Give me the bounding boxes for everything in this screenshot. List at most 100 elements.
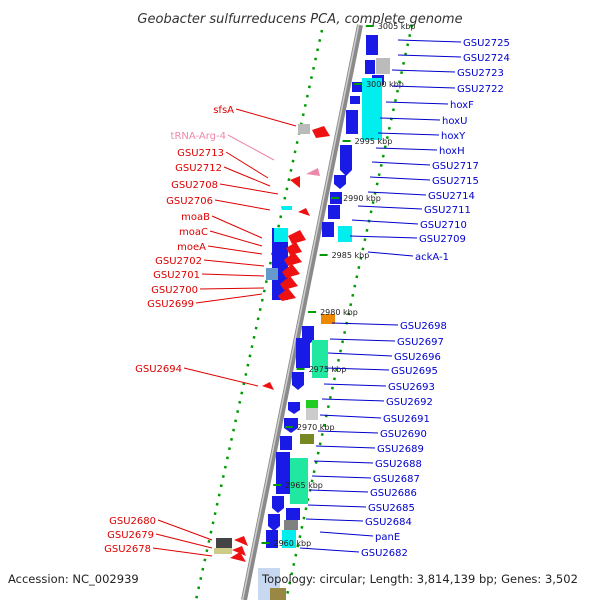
gene-feature	[280, 436, 292, 450]
gene-feature	[276, 452, 290, 494]
label-leader-line	[183, 367, 259, 387]
label-leader-line	[349, 235, 418, 239]
gene-arrow	[280, 276, 298, 290]
gene-label-gsu2684[interactable]: GSU2684	[365, 517, 412, 528]
gene-label-gsu2695[interactable]: GSU2695	[391, 366, 438, 377]
label-leader-line	[397, 54, 462, 58]
gene-label-trna-arg-4[interactable]: tRNA-Arg-4	[171, 131, 226, 142]
gene-feature	[270, 588, 286, 600]
gene-label-gsu2711[interactable]: GSU2711	[424, 205, 471, 216]
gene-label-sfsa[interactable]: sfsA	[213, 105, 234, 116]
gene-feature	[322, 222, 334, 237]
gene-feature	[306, 400, 318, 408]
gene-feature	[282, 206, 292, 210]
gene-arrow	[278, 288, 296, 301]
gene-arrow	[232, 546, 246, 556]
gene-label-gsu2692[interactable]: GSU2692	[386, 397, 433, 408]
gene-feature	[350, 96, 360, 104]
gene-label-gsu2722[interactable]: GSU2722	[457, 84, 504, 95]
backbone-highlight	[241, 24, 360, 600]
gene-label-gsu2724[interactable]: GSU2724	[463, 53, 510, 64]
label-leader-line	[319, 531, 374, 537]
gene-label-gsu2682[interactable]: GSU2682	[361, 548, 408, 559]
gene-feature	[328, 205, 340, 219]
label-leader-line	[309, 489, 369, 493]
gene-label-gsu2725[interactable]: GSU2725	[463, 38, 510, 49]
gene-label-gsu2714[interactable]: GSU2714	[428, 191, 475, 202]
gene-label-hoxu[interactable]: hoxU	[442, 116, 467, 127]
label-leader-line	[325, 367, 390, 371]
gene-feature	[352, 82, 362, 92]
label-leader-line	[157, 519, 213, 541]
gene-label-gsu2688[interactable]: GSU2688	[375, 459, 422, 470]
gene-arrow	[286, 242, 302, 255]
gene-label-gsu2680[interactable]: GSU2680	[109, 516, 156, 527]
gene-feature	[306, 408, 318, 420]
label-leader-line	[331, 322, 399, 326]
scale-label: 2975 kbp	[309, 365, 347, 374]
gene-label-moab[interactable]: moaB	[181, 212, 210, 223]
scale-label: 2995 kbp	[355, 137, 393, 146]
label-leader-line	[313, 460, 374, 464]
gene-label-gsu2709[interactable]: GSU2709	[419, 234, 466, 245]
label-leader-line	[195, 293, 263, 304]
gene-label-gsu2679[interactable]: GSU2679	[107, 530, 154, 541]
gene-label-gsu2685[interactable]: GSU2685	[368, 503, 415, 514]
label-leader-line	[155, 533, 213, 549]
label-leader-line	[351, 219, 419, 225]
label-leader-line	[391, 85, 456, 89]
gene-feature	[216, 538, 232, 548]
trna-feature	[306, 168, 320, 176]
gene-label-gsu2713[interactable]: GSU2713	[177, 148, 224, 159]
gene-label-gsu2712[interactable]: GSU2712	[175, 163, 222, 174]
gene-feature	[298, 124, 310, 134]
gene-label-gsu2723[interactable]: GSU2723	[457, 68, 504, 79]
label-leader-line	[367, 191, 427, 196]
label-leader-line	[235, 108, 297, 127]
gene-label-gsu2694[interactable]: GSU2694	[135, 364, 182, 375]
gene-label-gsu2706[interactable]: GSU2706	[166, 196, 213, 207]
gene-label-pane[interactable]: panE	[375, 532, 400, 543]
gene-label-moac[interactable]: moaC	[179, 227, 208, 238]
gene-feature	[274, 228, 288, 242]
gene-label-gsu2702[interactable]: GSU2702	[155, 256, 202, 267]
hox-operon-feature	[362, 78, 382, 140]
gene-feature	[300, 434, 314, 444]
gene-feature	[284, 520, 298, 530]
scale-label: 3005 kbp	[378, 22, 416, 31]
gene-label-gsu2717[interactable]: GSU2717	[432, 161, 479, 172]
gene-label-gsu2687[interactable]: GSU2687	[373, 474, 420, 485]
gene-arrow	[288, 402, 300, 414]
gene-label-acka-1[interactable]: ackA-1	[415, 252, 449, 263]
gene-label-hoxy[interactable]: hoxY	[441, 131, 466, 142]
gene-label-gsu2690[interactable]: GSU2690	[380, 429, 427, 440]
gene-label-gsu2678[interactable]: GSU2678	[104, 544, 151, 555]
gene-label-gsu2698[interactable]: GSU2698	[400, 321, 447, 332]
gene-label-gsu2701[interactable]: GSU2701	[153, 270, 200, 281]
gene-label-hoxh[interactable]: hoxH	[439, 146, 465, 157]
gene-label-gsu2693[interactable]: GSU2693	[388, 382, 435, 393]
gene-label-hoxf[interactable]: hoxF	[450, 100, 474, 111]
label-leader-line	[152, 547, 213, 557]
gene-label-gsu2696[interactable]: GSU2696	[394, 352, 441, 363]
gene-label-gsu2699[interactable]: GSU2699	[147, 299, 194, 310]
label-leader-line	[207, 245, 263, 255]
gene-label-gsu2710[interactable]: GSU2710	[420, 220, 467, 231]
gene-arrow	[292, 372, 304, 390]
gene-label-gsu2715[interactable]: GSU2715	[432, 176, 479, 187]
scale-label: 2970 kbp	[297, 423, 335, 432]
label-leader-line	[321, 398, 385, 402]
label-leader-line	[307, 504, 367, 508]
gene-label-gsu2689[interactable]: GSU2689	[377, 444, 424, 455]
left-gene-labels: sfsA tRNA-Arg-4 GSU2713 GSU2712 GSU2708 GSU27…	[104, 105, 297, 557]
label-leader-line	[379, 117, 441, 121]
gene-label-moea[interactable]: moeA	[177, 242, 206, 253]
gene-label-gsu2697[interactable]: GSU2697	[397, 337, 444, 348]
gene-label-gsu2686[interactable]: GSU2686	[370, 488, 417, 499]
gene-label-gsu2691[interactable]: GSU2691	[383, 414, 430, 425]
gene-label-gsu2700[interactable]: GSU2700	[151, 285, 198, 296]
label-leader-line	[377, 132, 440, 136]
gene-arrow	[230, 552, 246, 562]
gene-label-gsu2708[interactable]: GSU2708	[171, 180, 218, 191]
